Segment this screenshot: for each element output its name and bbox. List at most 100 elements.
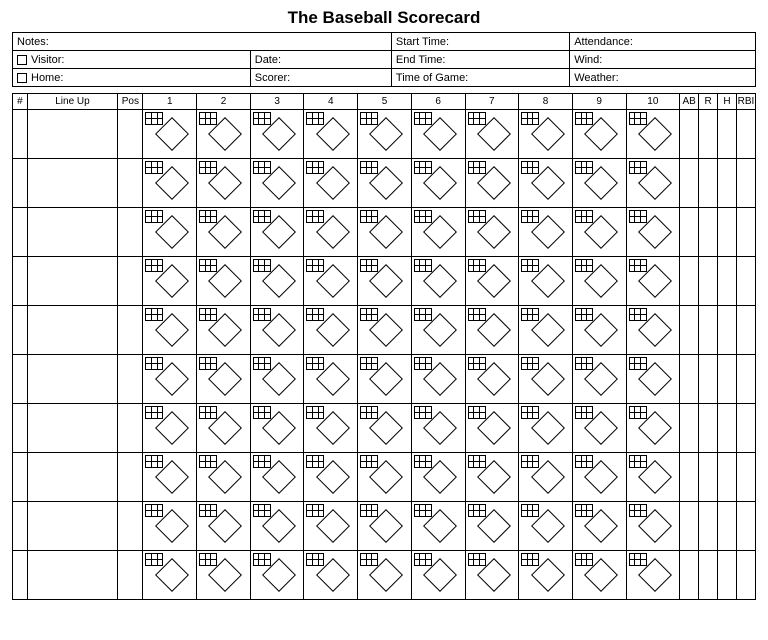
- pitch-count-grid[interactable]: [521, 161, 539, 174]
- pitch-count-grid[interactable]: [360, 455, 378, 468]
- scoring-box[interactable]: [197, 110, 251, 159]
- scoring-box[interactable]: [519, 404, 573, 453]
- scoring-box[interactable]: [358, 208, 412, 257]
- scoring-box[interactable]: [304, 306, 358, 355]
- scoring-box[interactable]: [519, 551, 573, 600]
- scoring-box[interactable]: [519, 355, 573, 404]
- home-cell[interactable]: Home:: [13, 69, 251, 87]
- scoring-box[interactable]: [143, 306, 197, 355]
- pitch-count-grid[interactable]: [521, 112, 539, 125]
- lineup-slot[interactable]: [699, 355, 718, 404]
- scoring-box[interactable]: [465, 110, 519, 159]
- lineup-slot[interactable]: [27, 306, 118, 355]
- lineup-slot[interactable]: [680, 208, 699, 257]
- pitch-count-grid[interactable]: [414, 553, 432, 566]
- scoring-box[interactable]: [197, 306, 251, 355]
- scoring-box[interactable]: [572, 159, 626, 208]
- scoring-box[interactable]: [626, 208, 680, 257]
- scoring-box[interactable]: [358, 551, 412, 600]
- lineup-slot[interactable]: [13, 208, 28, 257]
- pitch-count-grid[interactable]: [575, 504, 593, 517]
- scoring-box[interactable]: [358, 110, 412, 159]
- scoring-box[interactable]: [572, 208, 626, 257]
- pitch-count-grid[interactable]: [145, 259, 163, 272]
- lineup-slot[interactable]: [13, 257, 28, 306]
- scoring-box[interactable]: [572, 453, 626, 502]
- scoring-box[interactable]: [197, 502, 251, 551]
- lineup-slot[interactable]: [13, 404, 28, 453]
- lineup-slot[interactable]: [718, 404, 737, 453]
- lineup-slot[interactable]: [699, 551, 718, 600]
- scoring-box[interactable]: [358, 355, 412, 404]
- pitch-count-grid[interactable]: [306, 504, 324, 517]
- pitch-count-grid[interactable]: [629, 259, 647, 272]
- lineup-slot[interactable]: [27, 110, 118, 159]
- lineup-slot[interactable]: [718, 257, 737, 306]
- scoring-box[interactable]: [358, 453, 412, 502]
- lineup-slot[interactable]: [118, 110, 143, 159]
- lineup-slot[interactable]: [718, 355, 737, 404]
- pitch-count-grid[interactable]: [521, 357, 539, 370]
- pitch-count-grid[interactable]: [360, 259, 378, 272]
- visitor-cell[interactable]: Visitor:: [13, 51, 251, 69]
- pitch-count-grid[interactable]: [306, 455, 324, 468]
- scoring-box[interactable]: [358, 404, 412, 453]
- scoring-box[interactable]: [411, 306, 465, 355]
- pitch-count-grid[interactable]: [629, 553, 647, 566]
- pitch-count-grid[interactable]: [629, 357, 647, 370]
- scoring-box[interactable]: [143, 551, 197, 600]
- pitch-count-grid[interactable]: [306, 112, 324, 125]
- lineup-slot[interactable]: [27, 453, 118, 502]
- lineup-slot[interactable]: [680, 306, 699, 355]
- scoring-box[interactable]: [465, 208, 519, 257]
- pitch-count-grid[interactable]: [414, 259, 432, 272]
- scoring-box[interactable]: [250, 208, 304, 257]
- lineup-slot[interactable]: [27, 404, 118, 453]
- pitch-count-grid[interactable]: [199, 357, 217, 370]
- wind-cell[interactable]: Wind:: [570, 51, 756, 69]
- lineup-slot[interactable]: [118, 404, 143, 453]
- scoring-box[interactable]: [250, 306, 304, 355]
- lineup-slot[interactable]: [699, 453, 718, 502]
- scoring-box[interactable]: [304, 257, 358, 306]
- scoring-box[interactable]: [304, 404, 358, 453]
- pitch-count-grid[interactable]: [575, 259, 593, 272]
- pitch-count-grid[interactable]: [145, 406, 163, 419]
- scoring-box[interactable]: [143, 159, 197, 208]
- scoring-box[interactable]: [143, 110, 197, 159]
- lineup-slot[interactable]: [27, 502, 118, 551]
- lineup-slot[interactable]: [699, 404, 718, 453]
- scoring-box[interactable]: [572, 404, 626, 453]
- lineup-slot[interactable]: [737, 404, 756, 453]
- lineup-slot[interactable]: [118, 159, 143, 208]
- pitch-count-grid[interactable]: [360, 308, 378, 321]
- pitch-count-grid[interactable]: [629, 112, 647, 125]
- scoring-box[interactable]: [411, 355, 465, 404]
- pitch-count-grid[interactable]: [253, 406, 271, 419]
- pitch-count-grid[interactable]: [253, 161, 271, 174]
- lineup-slot[interactable]: [680, 355, 699, 404]
- pitch-count-grid[interactable]: [414, 455, 432, 468]
- scoring-box[interactable]: [411, 502, 465, 551]
- lineup-slot[interactable]: [680, 257, 699, 306]
- pitch-count-grid[interactable]: [468, 161, 486, 174]
- lineup-slot[interactable]: [718, 306, 737, 355]
- lineup-slot[interactable]: [718, 159, 737, 208]
- pitch-count-grid[interactable]: [521, 455, 539, 468]
- scoring-box[interactable]: [572, 551, 626, 600]
- pitch-count-grid[interactable]: [521, 259, 539, 272]
- scoring-box[interactable]: [411, 208, 465, 257]
- lineup-slot[interactable]: [718, 110, 737, 159]
- date-cell[interactable]: Date:: [250, 51, 391, 69]
- scoring-box[interactable]: [250, 404, 304, 453]
- lineup-slot[interactable]: [737, 208, 756, 257]
- scoring-box[interactable]: [519, 159, 573, 208]
- lineup-slot[interactable]: [699, 257, 718, 306]
- pitch-count-grid[interactable]: [360, 112, 378, 125]
- pitch-count-grid[interactable]: [253, 259, 271, 272]
- pitch-count-grid[interactable]: [521, 553, 539, 566]
- scoring-box[interactable]: [143, 404, 197, 453]
- lineup-slot[interactable]: [680, 110, 699, 159]
- pitch-count-grid[interactable]: [575, 357, 593, 370]
- scoring-box[interactable]: [250, 355, 304, 404]
